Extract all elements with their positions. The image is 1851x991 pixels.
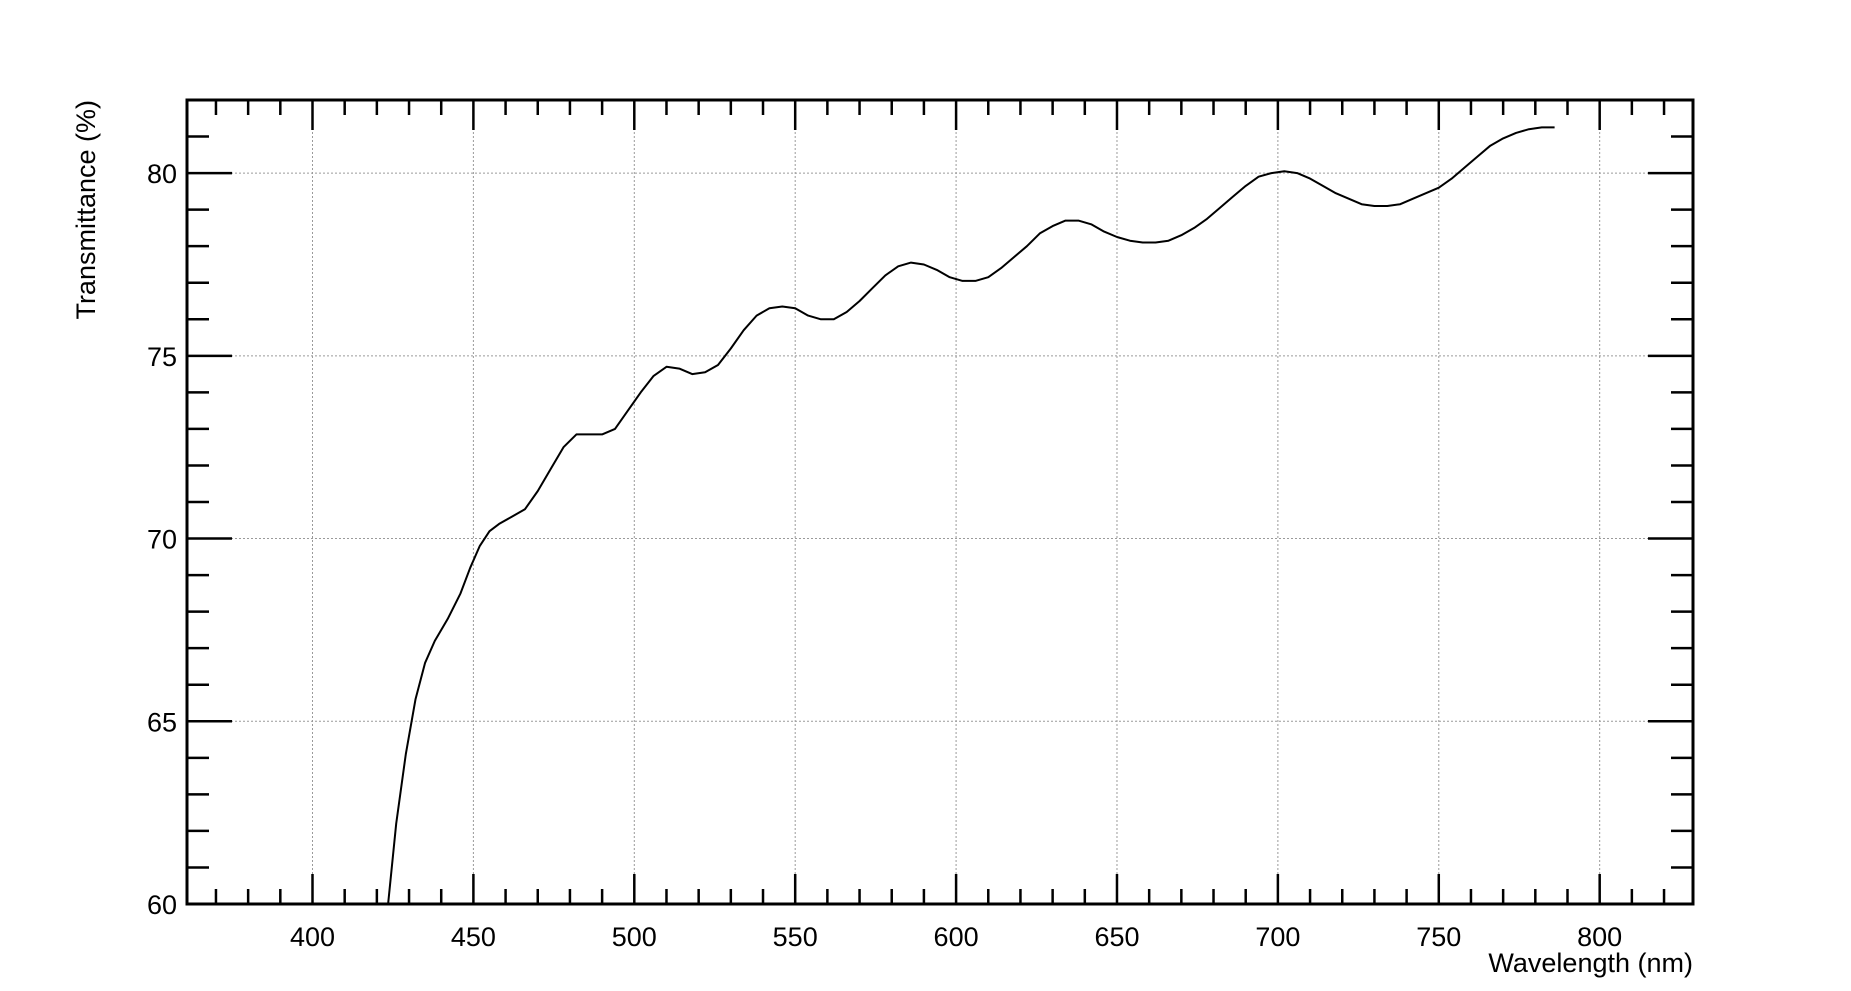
x-tick-label: 800 bbox=[1577, 922, 1622, 952]
x-axis-title: Wavelength (nm) bbox=[1488, 948, 1693, 978]
x-tick-label: 750 bbox=[1416, 922, 1461, 952]
x-tick-label: 450 bbox=[451, 922, 496, 952]
grid bbox=[187, 100, 1693, 904]
x-tick-label: 650 bbox=[1094, 922, 1139, 952]
y-tick-label: 60 bbox=[147, 890, 177, 920]
y-tick-label: 65 bbox=[147, 707, 177, 737]
data-series bbox=[387, 126, 1555, 905]
tick-labels: 400 450 500 550 600 650 700 750 800 60 65 70 75 80 bbox=[147, 159, 1622, 952]
y-tick-label: 75 bbox=[147, 342, 177, 372]
x-tick-label: 400 bbox=[290, 922, 335, 952]
x-tick-label: 500 bbox=[612, 922, 657, 952]
y-axis-title: Transmittance (%) bbox=[71, 100, 101, 320]
series-line-transmittance bbox=[387, 126, 1555, 905]
y-tick-label: 70 bbox=[147, 525, 177, 555]
y-tick-label: 80 bbox=[147, 159, 177, 189]
x-tick-label: 600 bbox=[934, 922, 979, 952]
plot-frame bbox=[185, 98, 1695, 906]
x-tick-label: 550 bbox=[773, 922, 818, 952]
x-tick-label: 700 bbox=[1255, 922, 1300, 952]
